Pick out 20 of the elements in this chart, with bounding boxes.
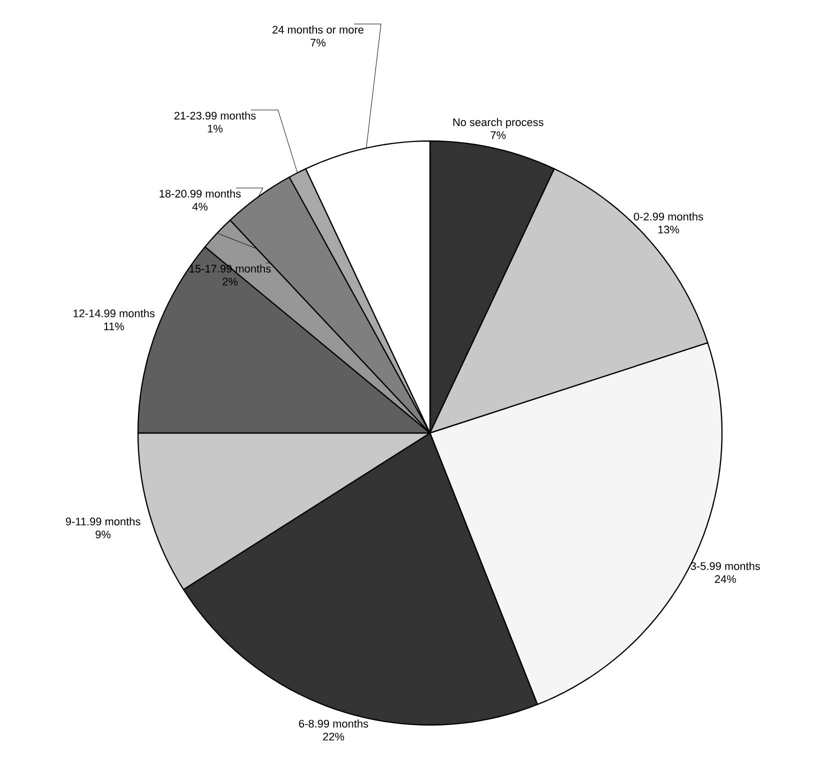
data-label: 7% <box>310 38 326 46</box>
slice-label: 12-14.99 months <box>74 309 155 318</box>
data-label: 7% <box>490 131 506 140</box>
data-label: 4% <box>192 202 208 210</box>
data-label: 9% <box>96 530 111 538</box>
slice-label: 21-23.99 months <box>174 112 256 120</box>
data-label: 11% <box>104 322 124 330</box>
slice-label: 9-11.99 months <box>66 517 140 526</box>
data-label: 1% <box>208 124 223 132</box>
slice-label: 18-20.99 months <box>160 190 241 198</box>
data-label: 2% <box>222 278 238 286</box>
slice-label: 6-8.99 months <box>299 720 368 728</box>
slice-label: 15-17.99 months <box>190 264 271 273</box>
data-label: 22% <box>323 732 344 740</box>
slice-label: 24 months or more <box>272 26 364 34</box>
slice-label: 0-2.99 months <box>634 212 704 220</box>
data-label: 13% <box>658 226 680 234</box>
slice-label: No search process <box>453 118 544 128</box>
slice-label: 3-5.99 months <box>690 562 760 570</box>
data-label: 24% <box>714 575 736 583</box>
